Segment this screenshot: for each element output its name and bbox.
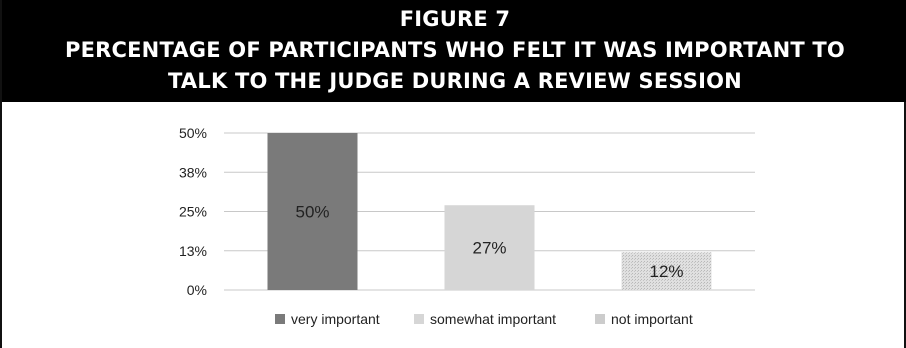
data-labels: 50% 27% 12% xyxy=(295,203,683,282)
data-label: 12% xyxy=(649,262,683,281)
legend-swatch xyxy=(414,314,424,324)
y-tick-label: 38% xyxy=(179,164,207,180)
data-label: 50% xyxy=(295,203,329,222)
bar-chart: 0% 13% 25% 38% 50% 50% 27% 12% very important s… xyxy=(179,125,755,327)
data-label: 27% xyxy=(472,239,506,258)
legend-swatch xyxy=(275,314,285,324)
bar-somewhat-important xyxy=(444,205,535,290)
y-tick-label: 25% xyxy=(179,204,207,220)
bars xyxy=(267,133,712,290)
y-tick-label: 0% xyxy=(187,282,207,298)
legend-label: not important xyxy=(611,311,693,327)
bar-very-important xyxy=(267,133,358,290)
figure-label: FIGURE 7 xyxy=(399,7,511,31)
legend-swatch xyxy=(595,314,605,324)
figure-title-line-1: PERCENTAGE OF PARTICIPANTS WHO FELT IT W… xyxy=(65,38,845,62)
legend-label: somewhat important xyxy=(430,311,556,327)
legend-label: very important xyxy=(291,311,380,327)
y-tick-label: 50% xyxy=(179,125,207,141)
bar-not-important xyxy=(621,252,712,290)
figure-title-line-2: TALK TO THE JUDGE DURING A REVIEW SESSIO… xyxy=(168,69,742,93)
legend-item: not important xyxy=(595,311,693,327)
legend-item: somewhat important xyxy=(414,311,556,327)
legend-item: very important xyxy=(275,311,380,327)
y-tick-label: 13% xyxy=(179,243,207,259)
y-axis-ticks: 0% 13% 25% 38% 50% xyxy=(179,125,207,298)
figure-header: FIGURE 7 PERCENTAGE OF PARTICIPANTS WHO … xyxy=(2,0,906,102)
legend: very important somewhat important not impo… xyxy=(275,311,693,327)
